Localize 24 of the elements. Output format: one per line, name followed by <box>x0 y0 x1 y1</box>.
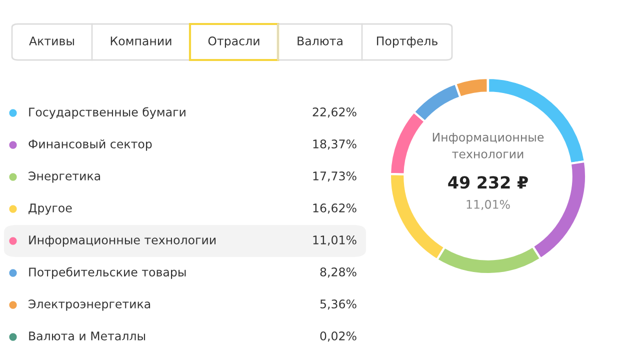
legend-label: Потребительские товары <box>29 267 186 279</box>
data-label: 16,62% <box>313 203 356 214</box>
legend-label: Электроэнергетика <box>28 299 150 311</box>
data-label: 17,73% <box>313 171 356 182</box>
legend-label: Другое <box>28 204 72 215</box>
text: 11,01% <box>466 200 510 210</box>
legend-label: Энергетика <box>28 171 100 183</box>
data-label: 5,36% <box>320 299 356 310</box>
data-label: 11,01% <box>313 235 356 246</box>
text: Компании <box>110 36 172 46</box>
data-label: 8,28% <box>320 267 356 278</box>
text: 49 232 ₽ <box>448 176 528 189</box>
legend-label: Информационные технологии <box>29 236 216 247</box>
text: Информационные технологии <box>432 132 544 158</box>
legend-label: Государственные бумаги <box>29 107 186 119</box>
data-label: 22,62% <box>312 107 356 118</box>
legend-label: Валюта и Металлы <box>29 332 146 340</box>
text: Активы <box>29 36 74 46</box>
data-label: 18,37% <box>313 139 356 150</box>
text: Портфель <box>376 36 438 48</box>
legend-label: Финансовый сектор <box>28 139 152 151</box>
text: Отрасли <box>208 36 260 48</box>
data-label: 0,02% <box>320 331 356 342</box>
text: Валюта <box>298 36 342 46</box>
